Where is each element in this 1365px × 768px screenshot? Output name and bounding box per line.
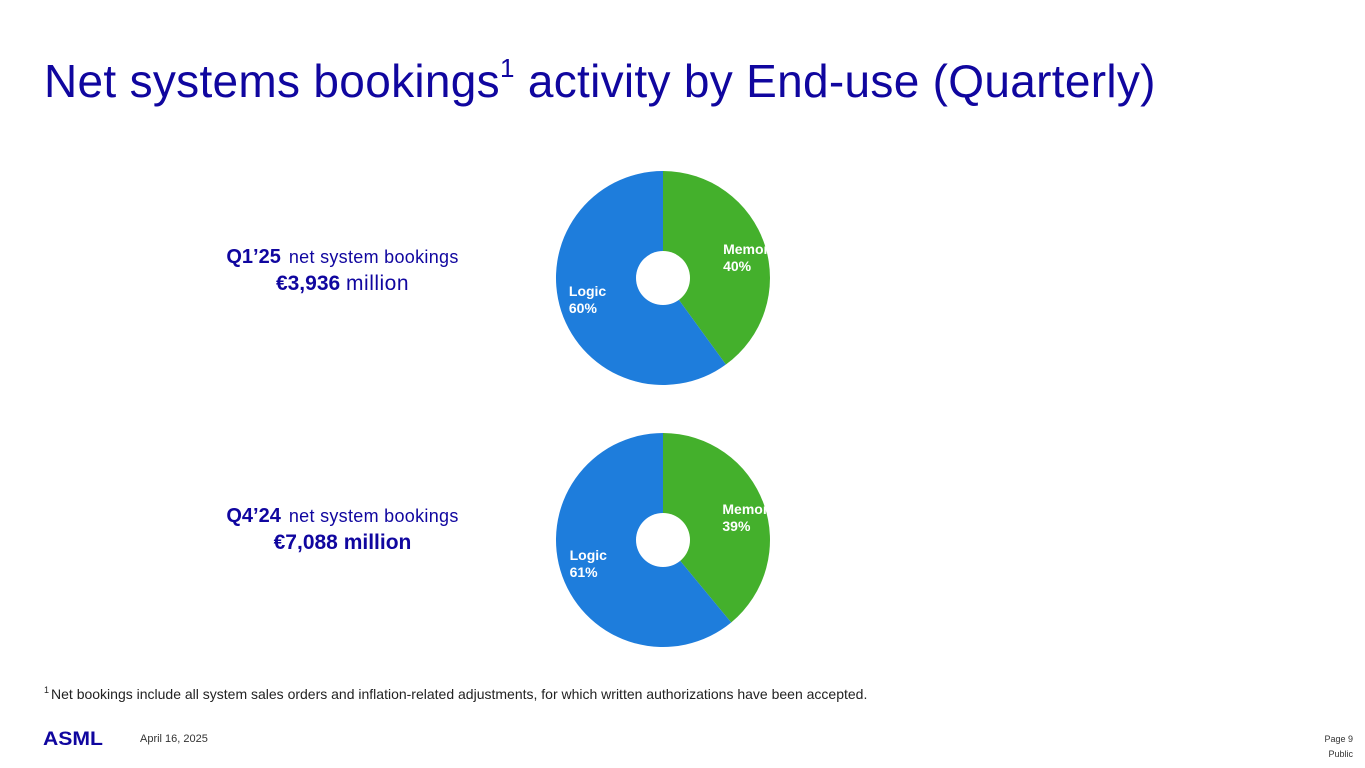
pie-slice-label: Logic — [570, 547, 608, 563]
bookings-amount: €7,088 — [273, 531, 338, 554]
pie-slice-value-label: 60% — [569, 300, 598, 316]
pie-slice-memory — [663, 433, 770, 623]
q4-24-bookings-label: Q4’24 net system bookings €7,088 million — [170, 505, 515, 555]
pie-center-hole — [636, 251, 690, 305]
title-main: Net systems bookings — [44, 55, 500, 107]
footnote: 1 Net bookings include all system sales o… — [44, 686, 867, 702]
pie-slice-label: Memory — [723, 241, 771, 257]
title-rest: activity by End-use (Quarterly) — [514, 55, 1156, 107]
pie-slice-label: Memory — [722, 501, 771, 517]
pie-slice-value-label: 40% — [723, 258, 752, 274]
page-number: Page 9 — [1324, 734, 1353, 744]
bookings-caption: net system bookings — [288, 247, 459, 267]
q1-25-bookings-label: Q1’25 net system bookings €3,936 million — [170, 246, 515, 296]
pie-slice-value-label: 61% — [570, 564, 599, 580]
bookings-amount: €3,936 — [275, 272, 341, 295]
footnote-text: Net bookings include all system sales or… — [51, 686, 868, 702]
bookings-unit: million — [346, 272, 410, 295]
asml-logo: ASML — [43, 728, 105, 753]
quarter-label: Q4’24 — [226, 505, 281, 527]
pie-slice-memory — [663, 171, 770, 365]
asml-logo-icon: ASML — [43, 729, 103, 750]
footer-date: April 16, 2025 — [140, 733, 208, 745]
classification-label: Public — [1328, 749, 1353, 759]
pie-center-hole — [636, 513, 690, 567]
bookings-caption: net system bookings — [288, 506, 459, 526]
page-title: Net systems bookings1 activity by End-us… — [44, 54, 1156, 108]
pie-slice-label: Logic — [569, 283, 607, 299]
pie-slice-value-label: 39% — [722, 518, 751, 534]
bookings-unit: million — [343, 531, 412, 554]
title-footnote-marker: 1 — [499, 52, 515, 83]
quarter-label: Q1’25 — [226, 246, 281, 268]
footnote-marker: 1 — [44, 685, 50, 696]
svg-text:ASML: ASML — [43, 729, 103, 748]
